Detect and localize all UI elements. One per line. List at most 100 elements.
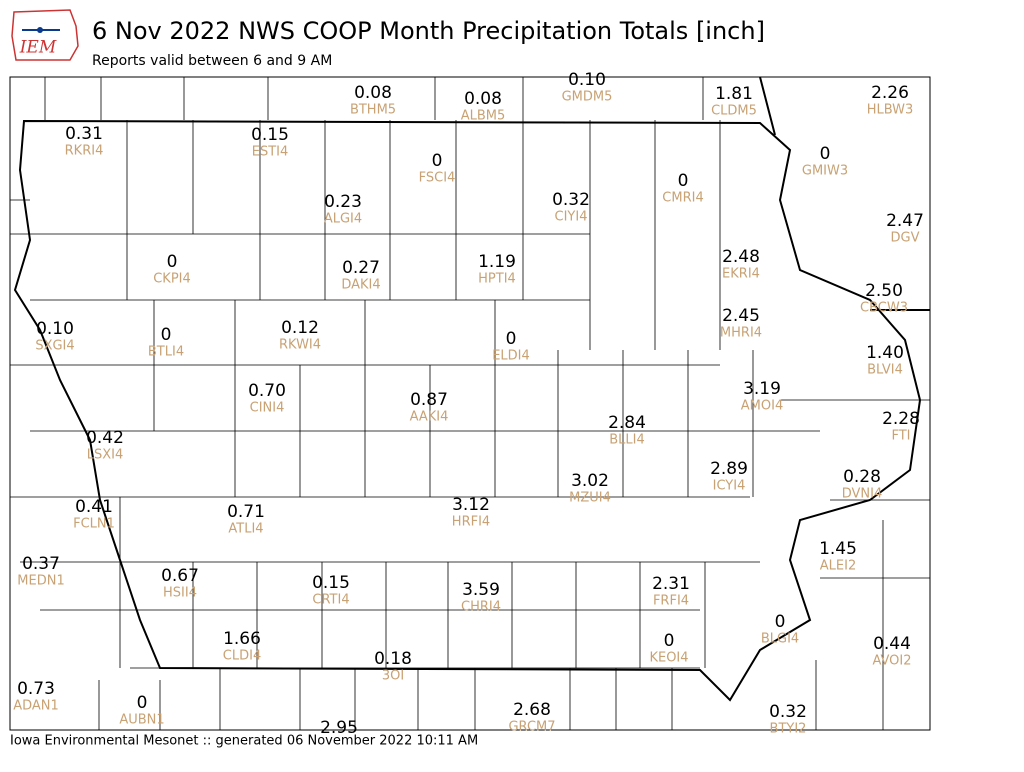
station-id: ATLI4: [228, 522, 263, 537]
station-id: HPTI4: [478, 272, 516, 287]
station-value: 2.89: [710, 459, 748, 479]
station-value: 3.12: [452, 495, 490, 515]
station-value: 0.32: [552, 190, 590, 210]
logo-text: IEM: [19, 38, 57, 58]
station-id: EKRI4: [722, 267, 760, 282]
station-value: 0: [820, 144, 831, 164]
station-value: 0.37: [22, 554, 60, 574]
station-id: GRCM7: [508, 720, 555, 735]
title: 6 Nov 2022 NWS COOP Month Precipitation …: [92, 17, 765, 45]
station-value: 2.50: [865, 281, 903, 301]
subtitle: Reports valid between 6 and 9 AM: [92, 53, 332, 69]
station-id: DAKI4: [341, 278, 380, 293]
station-value: 0.10: [36, 319, 74, 339]
station-id: HSII4: [163, 586, 197, 601]
station-value: 1.40: [866, 343, 904, 363]
station-value: 1.66: [223, 629, 261, 649]
station-value: 2.28: [882, 409, 920, 429]
station-value: 0.73: [17, 679, 55, 699]
station-id: 3OI: [382, 669, 404, 684]
station-value: 0.23: [324, 192, 362, 212]
station-id: MEDN1: [17, 574, 64, 589]
station-value: 0.32: [769, 702, 807, 722]
station-id: FRFI4: [653, 594, 689, 609]
station-value: 0.28: [843, 467, 881, 487]
station-id: RKWI4: [279, 338, 321, 353]
station-value: 1.45: [819, 539, 857, 559]
station-value: 2.47: [886, 211, 924, 231]
station-value: 0.87: [410, 390, 448, 410]
footer: Iowa Environmental Mesonet :: generated …: [10, 734, 478, 749]
station-value: 1.19: [478, 252, 516, 272]
station-id: AVOI2: [872, 654, 911, 669]
state-borders: [13, 76, 930, 702]
station-value: 0.71: [227, 502, 265, 522]
station-id: CINI4: [250, 401, 285, 416]
station-id: KEOI4: [649, 651, 688, 666]
station-value: 0.42: [86, 428, 124, 448]
station-id: BTHM5: [350, 103, 396, 118]
station-id: BTLI4: [148, 345, 184, 360]
station-value: 0.70: [248, 381, 286, 401]
station-id: ESTI4: [252, 145, 289, 160]
station-value: 0: [775, 612, 786, 632]
station-id: AAKI4: [410, 410, 449, 425]
station-id: CLDI4: [223, 649, 261, 664]
station-value: 3.19: [743, 379, 781, 399]
station-id: MHRI4: [720, 326, 762, 341]
station-id: DGV: [891, 231, 920, 246]
station-id: ICYI4: [713, 479, 746, 494]
station-id: DVNI4: [842, 487, 883, 502]
station-value: 0.41: [75, 497, 113, 517]
station-id: ELDI4: [492, 349, 530, 364]
station-id: BTYI2: [770, 722, 807, 737]
station-id: FCLN1: [73, 517, 115, 532]
station-value: 0: [678, 171, 689, 191]
station-id: GMIW3: [802, 164, 848, 179]
station-value: 3.02: [571, 471, 609, 491]
station-id: CRTI4: [312, 593, 349, 608]
station-id: ALGI4: [324, 212, 362, 227]
station-value: 0.44: [873, 634, 911, 654]
station-id: HRFI4: [452, 515, 490, 530]
station-value: 2.45: [722, 306, 760, 326]
station-value: 1.81: [715, 84, 753, 104]
station-id: MZUI4: [569, 491, 611, 506]
station-value: 0.10: [568, 70, 606, 90]
station-id: CKPI4: [153, 272, 191, 287]
station-value: 0.27: [342, 258, 380, 278]
station-value: 2.48: [722, 247, 760, 267]
station-value: 0.08: [354, 83, 392, 103]
station-value: 0.12: [281, 318, 319, 338]
station-id: CLDM5: [711, 104, 757, 119]
station-value: 0: [161, 325, 172, 345]
station-id: BLLI4: [609, 433, 645, 448]
logo: IEM: [11, 9, 79, 61]
station-id: CMRI4: [662, 191, 703, 206]
station-id: CBCW3: [860, 301, 908, 316]
station-value: 0.15: [312, 573, 350, 593]
station-value: 0: [167, 252, 178, 272]
station-id: CHRI4: [461, 600, 501, 615]
station-value: 2.31: [652, 574, 690, 594]
map-frame: [9, 76, 931, 731]
station-value: 0.08: [464, 89, 502, 109]
station-value: 2.26: [871, 83, 909, 103]
station-id: RKRI4: [65, 144, 104, 159]
station-value: 0.18: [374, 649, 412, 669]
station-id: CIYI4: [555, 210, 588, 225]
station-value: 2.84: [608, 413, 646, 433]
station-value: 0: [137, 693, 148, 713]
station-id: AUBN1: [119, 713, 164, 728]
station-value: 2.95: [320, 718, 358, 738]
station-value: 0.15: [251, 125, 289, 145]
station-id: GMDM5: [562, 90, 613, 105]
station-id: ADAN1: [13, 699, 59, 714]
station-value: 0: [664, 631, 675, 651]
station-id: BLVI4: [867, 363, 903, 378]
station-id: AMOI4: [741, 399, 783, 414]
station-id: ALEI2: [820, 559, 856, 574]
station-value: 0: [432, 151, 443, 171]
station-id: LSXI4: [87, 448, 124, 463]
